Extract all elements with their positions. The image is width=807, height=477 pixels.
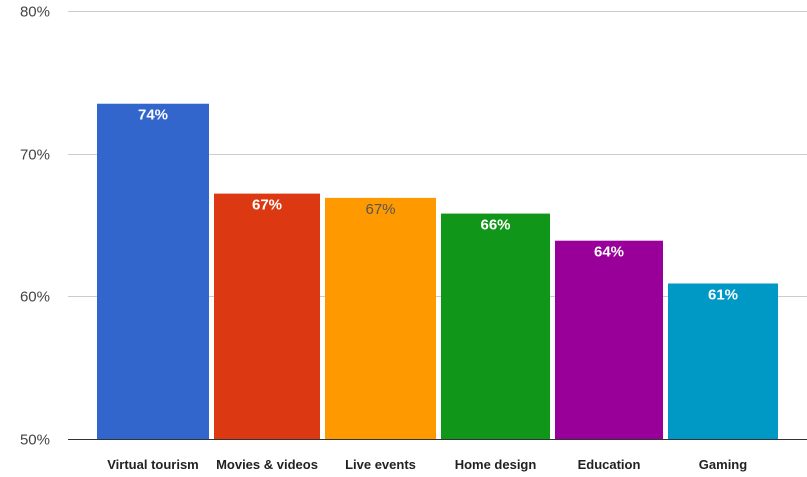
- bar: [555, 240, 663, 439]
- x-axis: Virtual tourism Movies & videos Live event…: [107, 457, 747, 472]
- x-tick-label: Gaming: [699, 457, 747, 472]
- y-tick-label: 60%: [20, 289, 50, 306]
- bar: [214, 193, 320, 439]
- data-label: 67%: [252, 197, 282, 214]
- x-tick-label: Education: [578, 457, 641, 472]
- bar: [325, 197, 436, 439]
- y-axis: 50% 60% 70% 80%: [20, 4, 50, 449]
- x-tick-label: Home design: [455, 457, 537, 472]
- bar: [97, 103, 209, 439]
- data-label: 66%: [480, 217, 510, 234]
- data-label: 74%: [138, 107, 168, 124]
- x-tick-label: Live events: [345, 457, 416, 472]
- data-label: 67%: [365, 201, 395, 218]
- y-tick-label: 70%: [20, 147, 50, 164]
- data-label: 61%: [708, 286, 738, 303]
- bar: [668, 283, 778, 439]
- y-tick-label: 80%: [20, 4, 50, 21]
- data-labels: 74% 67% 67% 66% 64% 61%: [138, 107, 738, 304]
- data-label: 64%: [594, 244, 624, 261]
- x-tick-label: Virtual tourism: [107, 457, 199, 472]
- x-tick-label: Movies & videos: [216, 457, 318, 472]
- bars: [97, 103, 778, 439]
- y-tick-label: 50%: [20, 432, 50, 449]
- bar: [441, 213, 550, 439]
